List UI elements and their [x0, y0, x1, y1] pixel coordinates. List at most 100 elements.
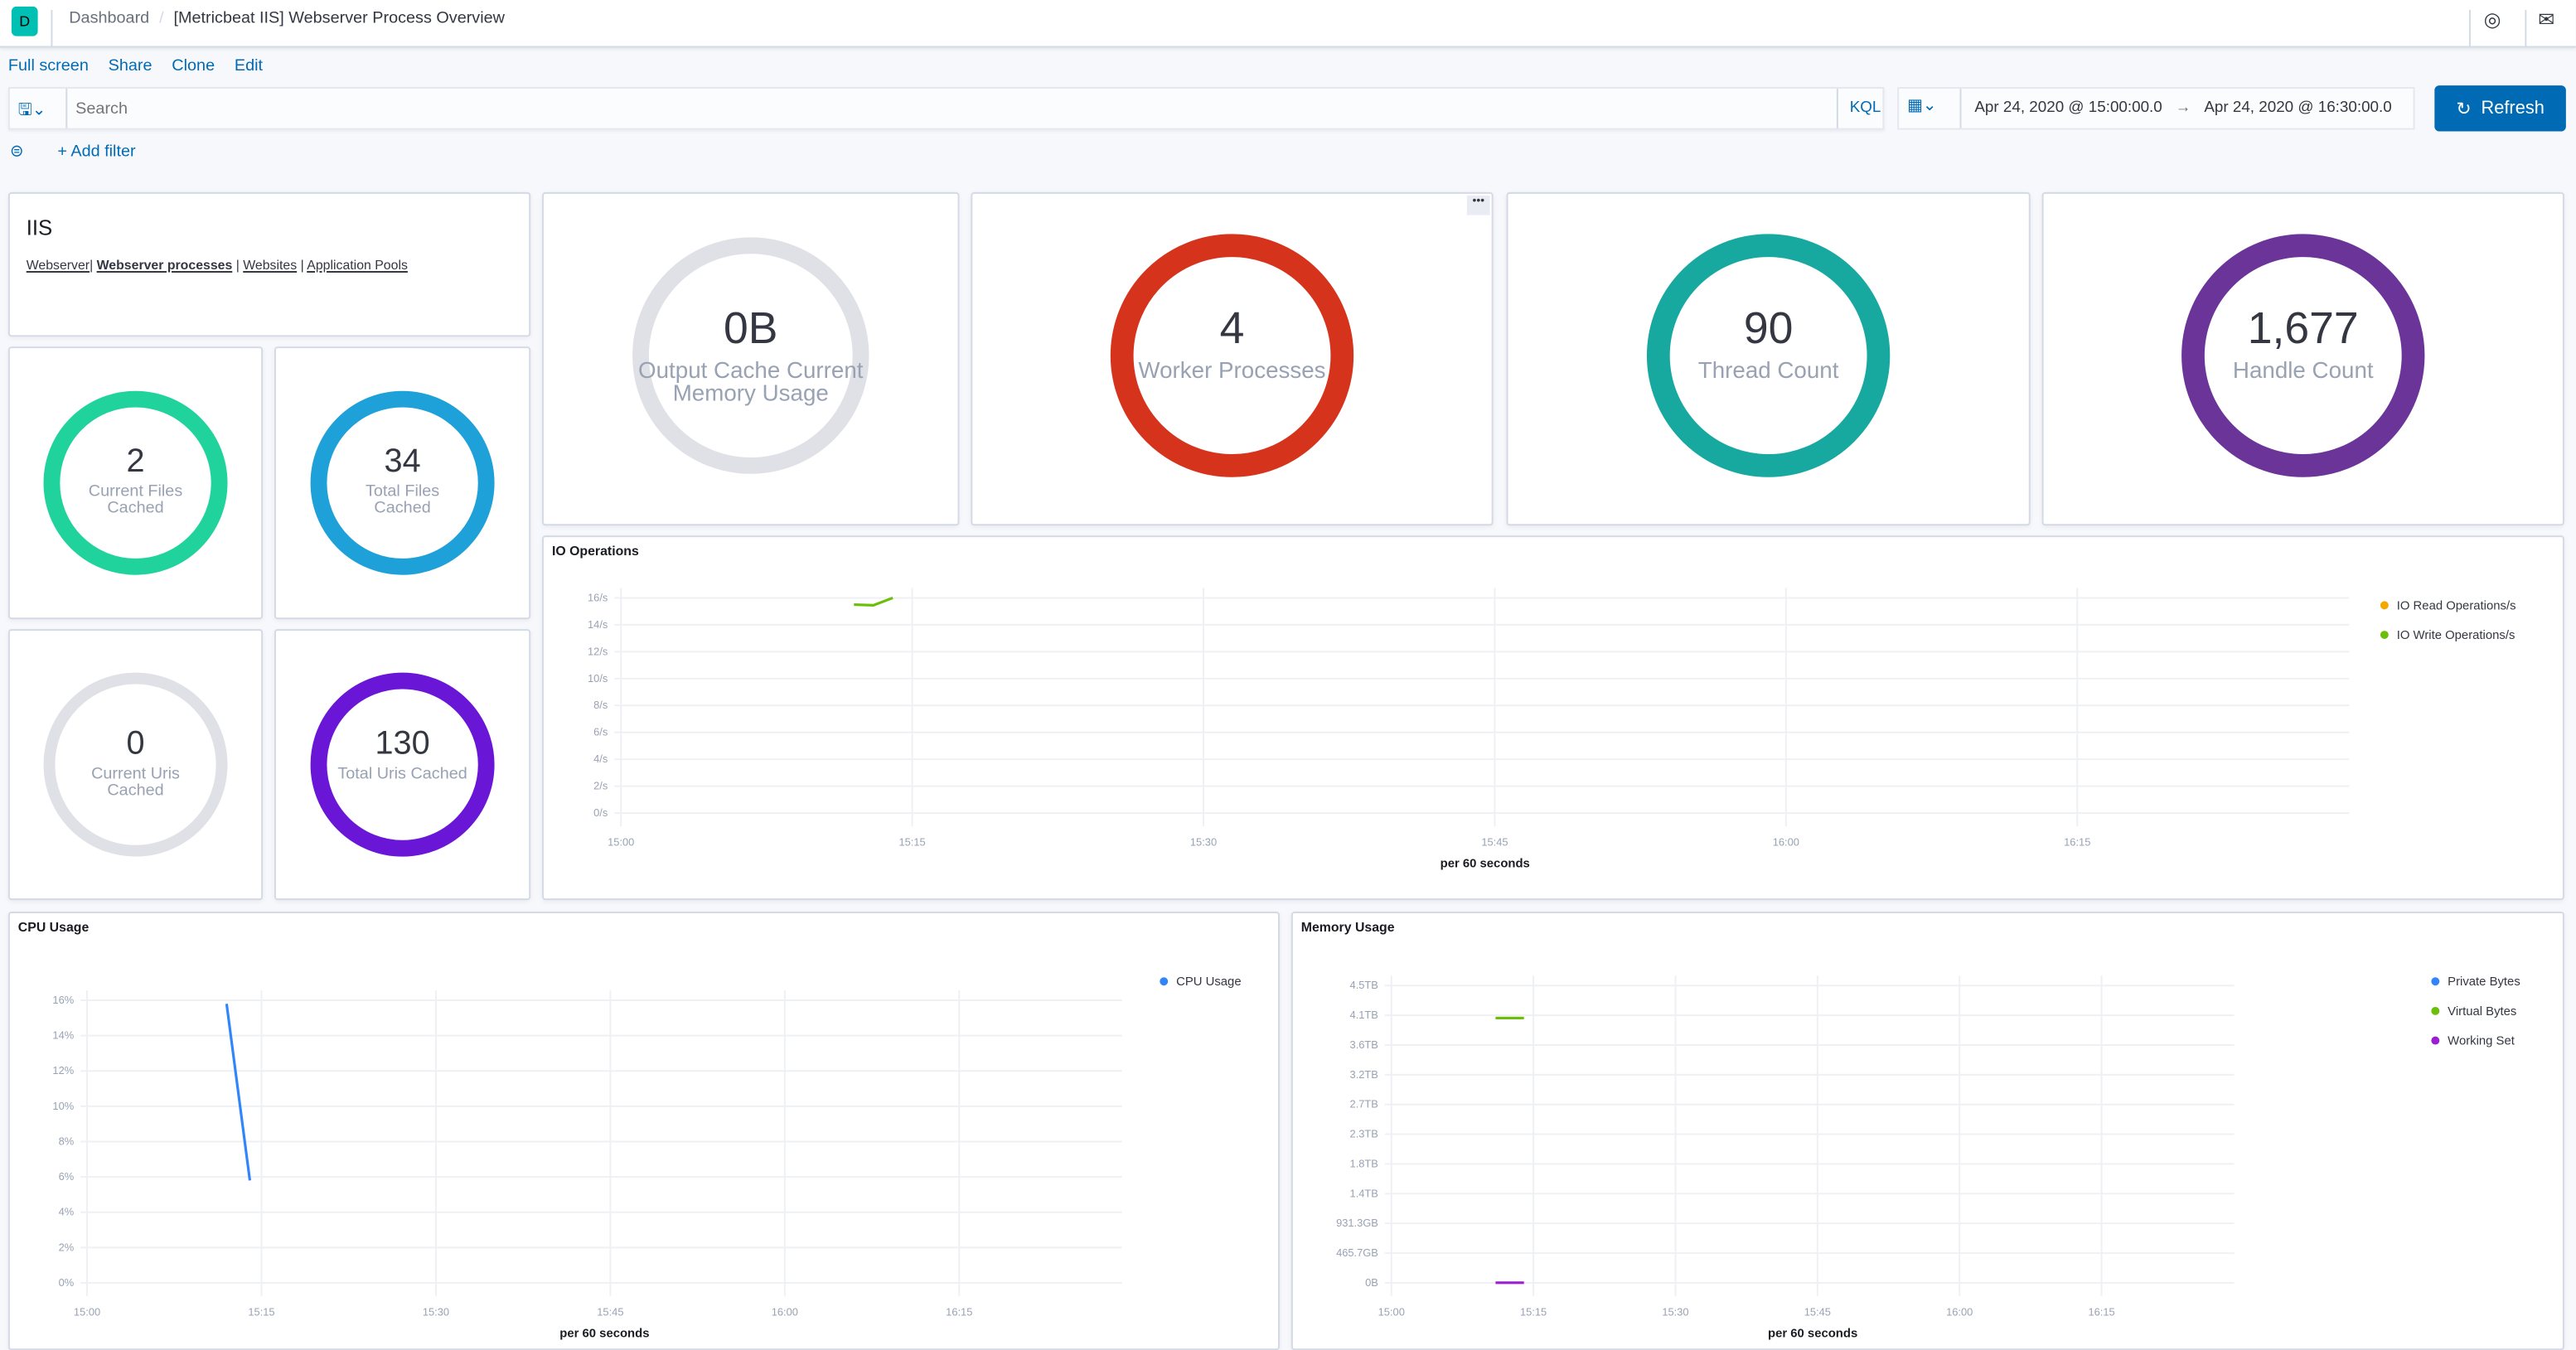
y-tick-label: 4% [59, 1206, 75, 1218]
full-screen-link[interactable]: Full screen [7, 57, 89, 76]
y-tick-label: 4.5TB [1350, 979, 1378, 991]
x-tick-label: 15:30 [1190, 836, 1217, 849]
gauge-ring [43, 672, 228, 857]
y-tick-label: 2.7TB [1350, 1098, 1378, 1110]
gauge-label: Thread Count [1697, 356, 1839, 382]
x-tick-label: 16:00 [1946, 1306, 1973, 1319]
mail-icon[interactable]: ✉ [2538, 7, 2555, 31]
clone-link[interactable]: Clone [172, 57, 215, 76]
y-tick-label: 465.7GB [1336, 1246, 1378, 1259]
divider [65, 89, 68, 128]
y-tick-label: 14/s [588, 618, 608, 631]
legend-item[interactable]: Virtual Bytes [2431, 1004, 2516, 1019]
panel-options-icon[interactable]: ••• [1466, 195, 1490, 215]
total-uris-cached-gauge: 130 Total Uris Cached [274, 629, 531, 901]
series-line-1 [854, 596, 893, 607]
legend-label: Private Bytes [2448, 974, 2520, 990]
output-cache-gauge: 0B Output Cache Current Memory Usage [542, 191, 960, 526]
x-tick-label: 16:15 [2064, 836, 2090, 849]
legend-label: Virtual Bytes [2448, 1004, 2517, 1019]
y-tick-label: 8% [59, 1135, 75, 1147]
link-webserver-processes[interactable]: Webserver processes [96, 258, 233, 273]
saved-query-icon[interactable]: 🖫⌄ [17, 101, 46, 120]
link-websites[interactable]: Websites [243, 258, 298, 273]
calendar-icon[interactable]: ▦⌄ [1907, 96, 1937, 115]
chart-title: IO Operations [551, 544, 639, 559]
current-uris-cached-gauge: 0 Current Uris Cached [7, 629, 264, 901]
share-link[interactable]: Share [108, 57, 153, 76]
gauge-label: Total Files Cached [365, 482, 440, 518]
gauge-ring [632, 237, 869, 474]
x-tick-label: 15:45 [1804, 1306, 1831, 1319]
y-tick-label: 14% [52, 1029, 74, 1042]
search-input[interactable] [75, 93, 1768, 123]
gauge-value: 0B [724, 302, 778, 353]
y-tick-label: 3.2TB [1350, 1068, 1378, 1081]
legend-item[interactable]: IO Read Operations/s [2380, 598, 2516, 612]
legend-item[interactable]: IO Write Operations/s [2380, 627, 2515, 642]
gauge-label: Current Files Cached [88, 482, 183, 518]
handle-count-gauge: 1,677 Handle Count [2041, 191, 2564, 526]
x-axis-label: per 60 seconds [1441, 857, 1530, 870]
y-tick-label: 16/s [588, 591, 608, 603]
gauge-ring [1110, 234, 1354, 477]
y-tick-label: 931.3GB [1336, 1217, 1378, 1229]
gauge-ring [2181, 234, 2425, 477]
legend-label: IO Read Operations/s [2396, 598, 2516, 613]
y-tick-label: 2/s [593, 780, 608, 792]
start-date[interactable]: Apr 24, 2020 @ 15:00:00.0 [1974, 98, 2162, 117]
breadcrumb-current: [Metricbeat IIS] Webserver Process Overv… [173, 9, 505, 28]
divider [1836, 89, 1838, 128]
refresh-label: Refresh [2481, 98, 2545, 119]
refresh-icon: ↻ [2456, 99, 2472, 119]
breadcrumb: Dashboard / [Metricbeat IIS] Webserver P… [69, 10, 505, 28]
legend-item[interactable]: Private Bytes [2431, 974, 2520, 989]
end-date[interactable]: Apr 24, 2020 @ 16:30:00.0 [2204, 98, 2392, 117]
iis-nav-panel: IIS Webserver| Webserver processes | Web… [7, 191, 531, 337]
legend-dot-icon [2431, 1006, 2440, 1015]
gauge-label: Current Uris Cached [91, 764, 180, 800]
gauge-value: 0 [126, 725, 145, 762]
add-filter-button[interactable]: + Add filter [57, 143, 136, 162]
link-webserver[interactable]: Webserver [26, 258, 90, 273]
filter-icon[interactable]: ⊜ [9, 143, 24, 162]
link-application-pools[interactable]: Application Pools [307, 258, 408, 273]
y-tick-label: 4/s [593, 752, 608, 765]
y-tick-label: 4.1TB [1350, 1009, 1378, 1021]
x-tick-label: 15:30 [423, 1306, 449, 1319]
y-tick-label: 16% [52, 994, 74, 1006]
gauge-ring [310, 672, 495, 857]
edit-link[interactable]: Edit [234, 57, 264, 76]
date-range: Apr 24, 2020 @ 15:00:00.0 → Apr 24, 2020… [1974, 99, 2391, 117]
x-tick-label: 15:00 [1378, 1306, 1405, 1319]
legend-dot-icon [1160, 977, 1169, 986]
legend-item[interactable]: Working Set [2431, 1033, 2515, 1048]
gauge-value: 1,677 [2247, 302, 2359, 353]
y-tick-label: 1.8TB [1350, 1157, 1378, 1169]
x-tick-label: 15:45 [597, 1306, 623, 1319]
x-tick-label: 15:15 [898, 836, 925, 849]
help-lifebuoy-icon[interactable]: ◎ [2483, 7, 2501, 31]
y-tick-label: 0B [1365, 1276, 1378, 1289]
date-picker: ▦⌄ Apr 24, 2020 @ 15:00:00.0 → Apr 24, 2… [1897, 87, 2415, 130]
legend-dot-icon [2431, 1036, 2440, 1045]
y-tick-label: 10% [52, 1100, 74, 1112]
x-tick-label: 16:15 [946, 1306, 972, 1319]
y-tick-label: 3.6TB [1350, 1038, 1378, 1051]
thread-count-gauge: 90 Thread Count [1506, 191, 2031, 526]
cpu-usage-panel: CPU Usage 0% 2% 4% 6% 8% 10% 12% 14% 16% 15:00 15:1… [7, 912, 1280, 1350]
legend-item[interactable]: CPU Usage [1160, 974, 1242, 989]
y-tick-label: 2% [59, 1241, 75, 1253]
series-line-0 [225, 1004, 252, 1181]
chart-title: Memory Usage [1300, 919, 1395, 935]
divider [2525, 9, 2527, 46]
y-tick-label: 6/s [593, 726, 608, 738]
breadcrumb-dashboard[interactable]: Dashboard [69, 9, 150, 28]
io-operations-panel: IO Operations 0/s 2/s 4/s 6/s 8/s 10/s 12/s 14/s… [542, 535, 2564, 901]
legend-label: IO Write Operations/s [2396, 627, 2515, 642]
space-avatar[interactable]: D [11, 6, 38, 36]
gauge-value: 130 [375, 725, 430, 762]
kql-toggle[interactable]: KQL [1849, 98, 1881, 117]
current-files-cached-gauge: 2 Current Files Cached [7, 346, 264, 620]
refresh-button[interactable]: ↻ Refresh [2434, 85, 2566, 132]
